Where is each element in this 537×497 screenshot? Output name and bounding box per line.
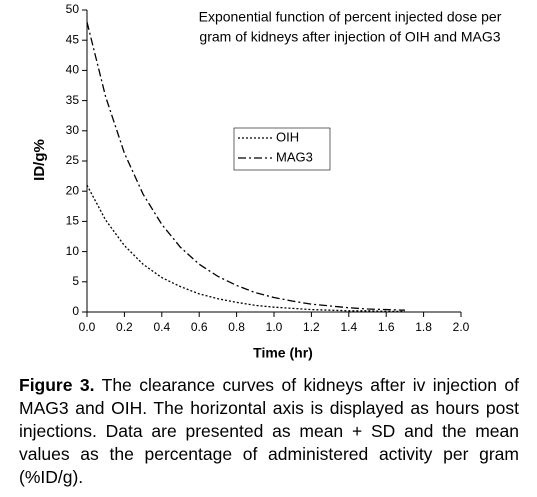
x-tick-label: 1.4 — [340, 320, 357, 334]
x-tick-label: 0.0 — [79, 320, 96, 334]
legend-box — [233, 127, 331, 171]
chart-title: Exponential function of percent injected… — [199, 9, 502, 25]
x-tick-label: 0.8 — [228, 320, 245, 334]
x-tick-label: 0.4 — [153, 320, 170, 334]
y-axis-label: ID/g% — [31, 139, 48, 181]
x-tick-label: 1.0 — [266, 320, 283, 334]
y-tick-label: 25 — [66, 153, 80, 167]
x-tick-label: 2.0 — [453, 320, 470, 334]
chart: Exponential function of percent injected… — [31, 2, 502, 361]
chart-title: gram of kidneys after injection of OIH a… — [199, 29, 500, 45]
y-tick-label: 30 — [66, 123, 80, 137]
x-tick-label: 1.2 — [303, 320, 320, 334]
y-tick-label: 20 — [66, 183, 80, 197]
x-tick-label: 1.6 — [378, 320, 395, 334]
caption-label: Figure 3. — [19, 375, 95, 395]
x-tick-label: 1.8 — [415, 320, 432, 334]
legend-label: OIH — [276, 129, 299, 144]
y-tick-label: 5 — [72, 274, 79, 288]
legend-label: MAG3 — [276, 149, 313, 164]
line-series — [86, 21, 405, 311]
y-tick-label: 0 — [72, 304, 79, 318]
y-tick-label: 10 — [66, 244, 80, 258]
y-tick-label: 50 — [66, 2, 80, 16]
x-tick-label: 0.2 — [116, 320, 133, 334]
x-tick-label: 0.6 — [191, 320, 208, 334]
y-tick-label: 40 — [66, 63, 80, 77]
caption: Figure 3. The clearance curves of kidney… — [19, 374, 519, 489]
y-tick-label: 35 — [66, 93, 80, 107]
x-axis-label: Time (hr) — [253, 345, 313, 361]
caption-text: The clearance curves of kidneys after iv… — [19, 375, 519, 487]
y-tick-label: 15 — [66, 214, 80, 228]
y-tick-label: 45 — [66, 32, 80, 46]
line-series — [86, 184, 405, 313]
